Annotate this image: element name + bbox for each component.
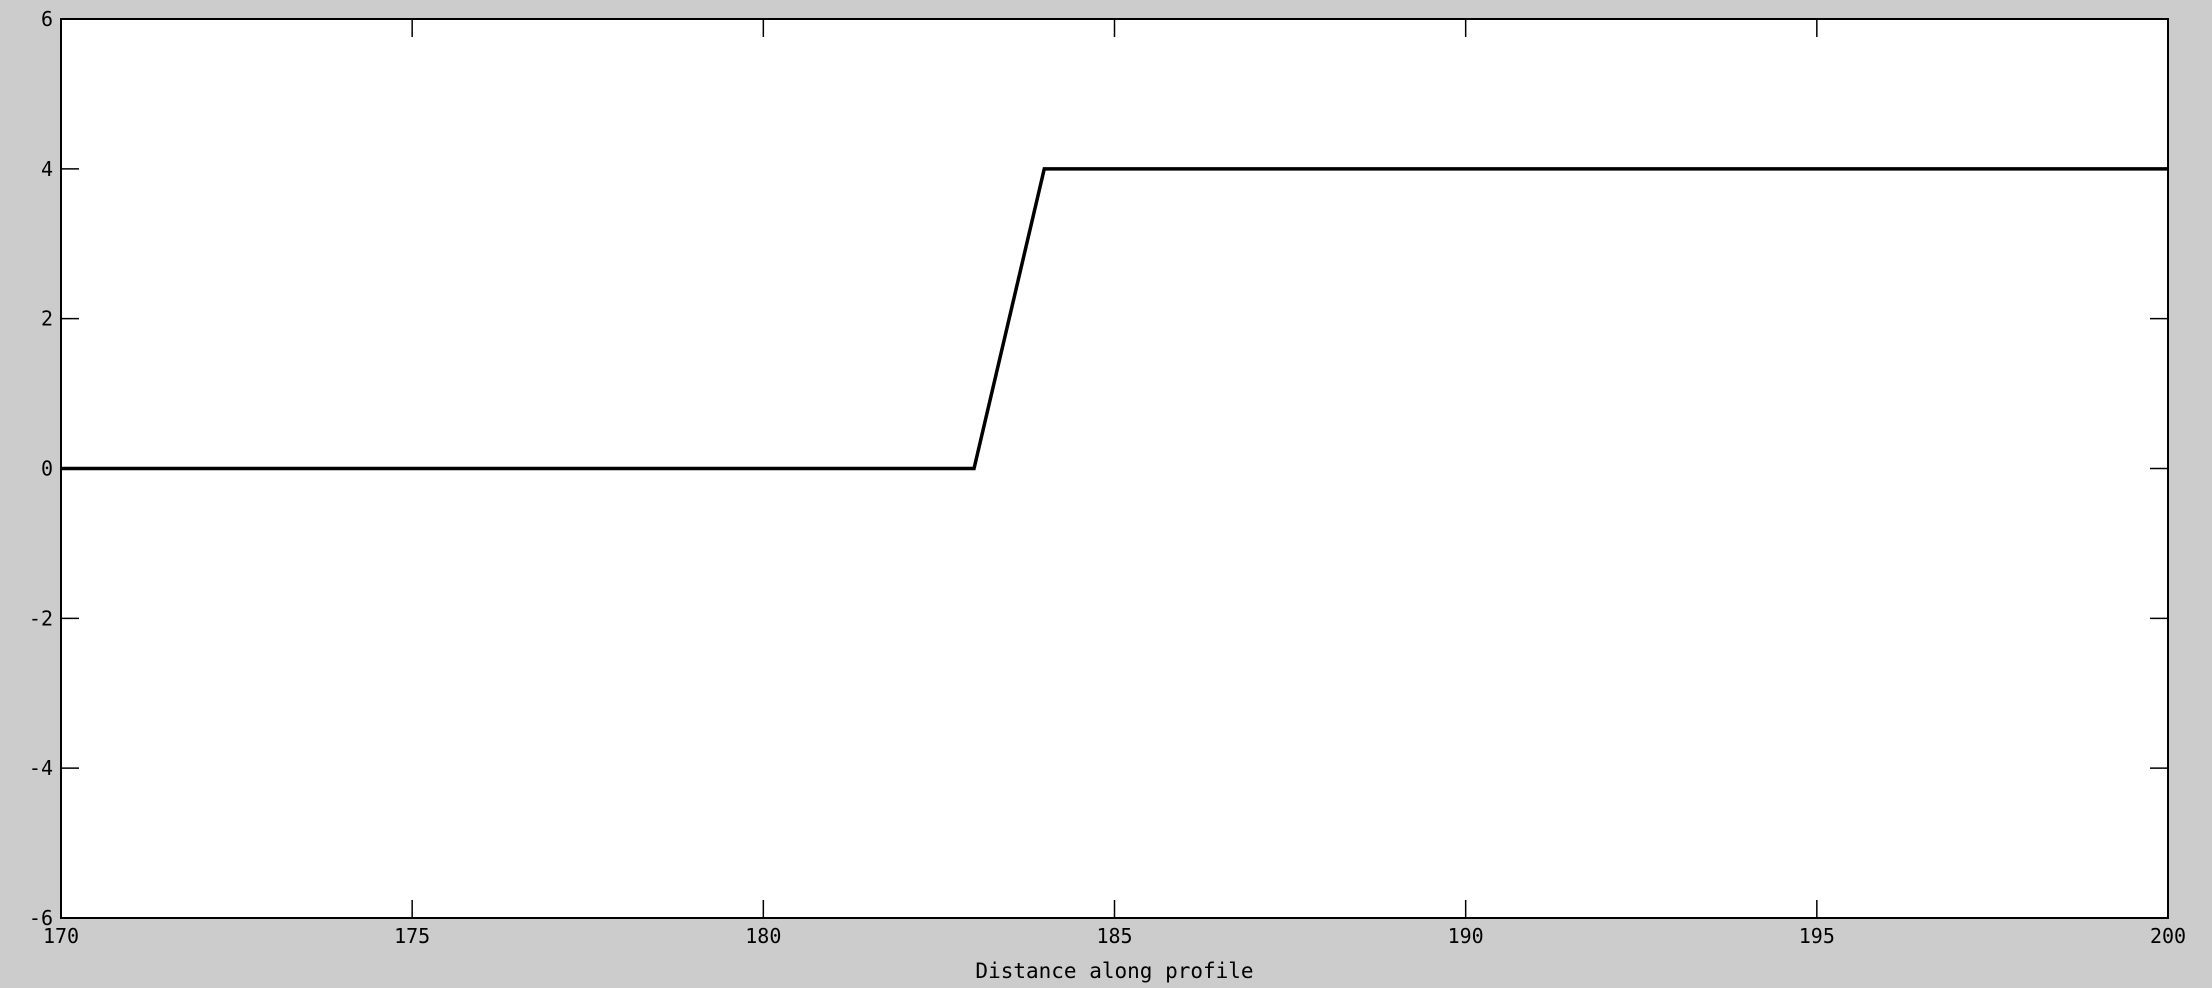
y-tick-label: 6 <box>41 7 53 31</box>
plot-frame <box>60 18 2169 919</box>
y-tick-label: -4 <box>29 756 53 780</box>
profile-line <box>61 167 2168 471</box>
x-ticks: 170 175 180 185 190 195 200 <box>43 19 2186 948</box>
x-tick-label: 195 <box>1799 924 1835 948</box>
series-layer <box>61 167 2168 471</box>
x-axis-label: Distance along profile <box>975 959 1253 983</box>
x-tick-label: 200 <box>2150 924 2186 948</box>
x-tick-label: 170 <box>43 924 79 948</box>
x-tick-label: 185 <box>1096 924 1132 948</box>
y-tick-label: 0 <box>41 457 53 481</box>
y-tick-label: -2 <box>29 606 53 630</box>
x-tick-label: 175 <box>394 924 430 948</box>
y-tick-label: -6 <box>29 906 53 930</box>
x-tick-label: 180 <box>745 924 781 948</box>
y-tick-label: 2 <box>41 307 53 331</box>
y-ticks: -6 -4 -2 0 2 4 6 <box>29 7 2168 930</box>
y-tick-label: 4 <box>41 157 53 181</box>
x-tick-label: 190 <box>1448 924 1484 948</box>
